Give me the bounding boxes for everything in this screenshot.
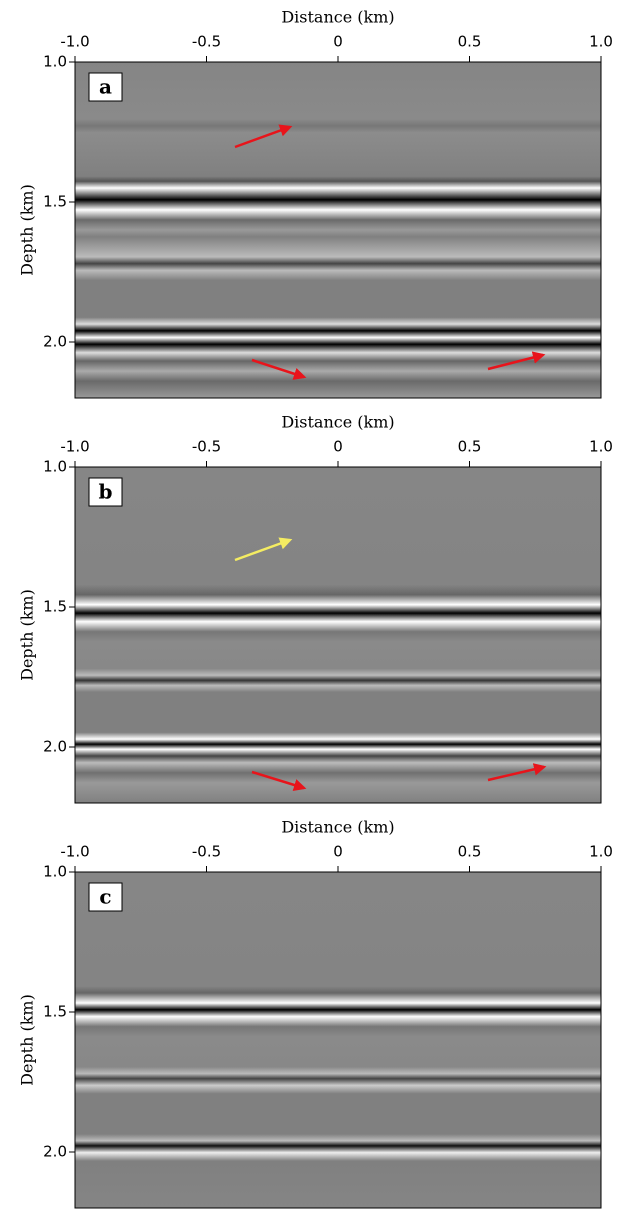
x-tick-label: 1.0 xyxy=(589,843,613,861)
x-tick-label: 0.5 xyxy=(458,438,482,456)
image xyxy=(75,62,601,398)
arrows xyxy=(234,124,547,792)
panel-label-box xyxy=(88,72,123,102)
arrow xyxy=(234,537,293,562)
y-tick-label: 1.0 xyxy=(43,53,67,71)
image xyxy=(75,467,601,803)
image xyxy=(75,872,601,1208)
y-tick-label: 1.0 xyxy=(43,863,67,881)
y-axis-label: Depth (km) xyxy=(18,589,37,681)
x-axis-label: Distance (km) xyxy=(281,8,394,27)
arrow xyxy=(487,763,547,782)
y-tick-label: 1.5 xyxy=(43,1003,67,1021)
y-tick-label: 2.0 xyxy=(43,1143,67,1161)
y-tick-label: 2.0 xyxy=(43,333,67,351)
x-tick-label: 0.5 xyxy=(458,33,482,51)
x-tick-label: 0 xyxy=(333,843,343,861)
x-axis-label: Distance (km) xyxy=(281,413,394,432)
x-tick-label: 0 xyxy=(333,438,343,456)
panel-label-box xyxy=(88,477,123,507)
panel-label: a xyxy=(99,75,112,99)
y-tick-label: 1.5 xyxy=(43,193,67,211)
panel-label: b xyxy=(99,480,113,504)
x-tick-label: -0.5 xyxy=(192,843,221,861)
y-tick-label: 1.0 xyxy=(43,458,67,476)
x-tick-label: 1.0 xyxy=(589,438,613,456)
panel-label-box xyxy=(88,882,123,912)
y-axis-label: Depth (km) xyxy=(18,994,37,1086)
arrow xyxy=(251,770,307,792)
x-tick-label: -0.5 xyxy=(192,33,221,51)
x-tick-label: 0 xyxy=(333,33,343,51)
arrow xyxy=(251,358,307,380)
x-axis-label: Distance (km) xyxy=(281,818,394,837)
y-axis-label: Depth (km) xyxy=(18,184,37,276)
x-tick-label: -1.0 xyxy=(60,438,89,456)
arrow xyxy=(234,124,293,149)
x-tick-label: -1.0 xyxy=(60,33,89,51)
x-tick-label: 0.5 xyxy=(458,843,482,861)
y-tick-label: 2.0 xyxy=(43,738,67,756)
x-tick-label: 1.0 xyxy=(589,33,613,51)
x-tick-label: -1.0 xyxy=(60,843,89,861)
y-tick-label: 1.5 xyxy=(43,598,67,616)
arrow xyxy=(487,351,546,371)
panel-label: c xyxy=(99,885,111,909)
x-tick-label: -0.5 xyxy=(192,438,221,456)
